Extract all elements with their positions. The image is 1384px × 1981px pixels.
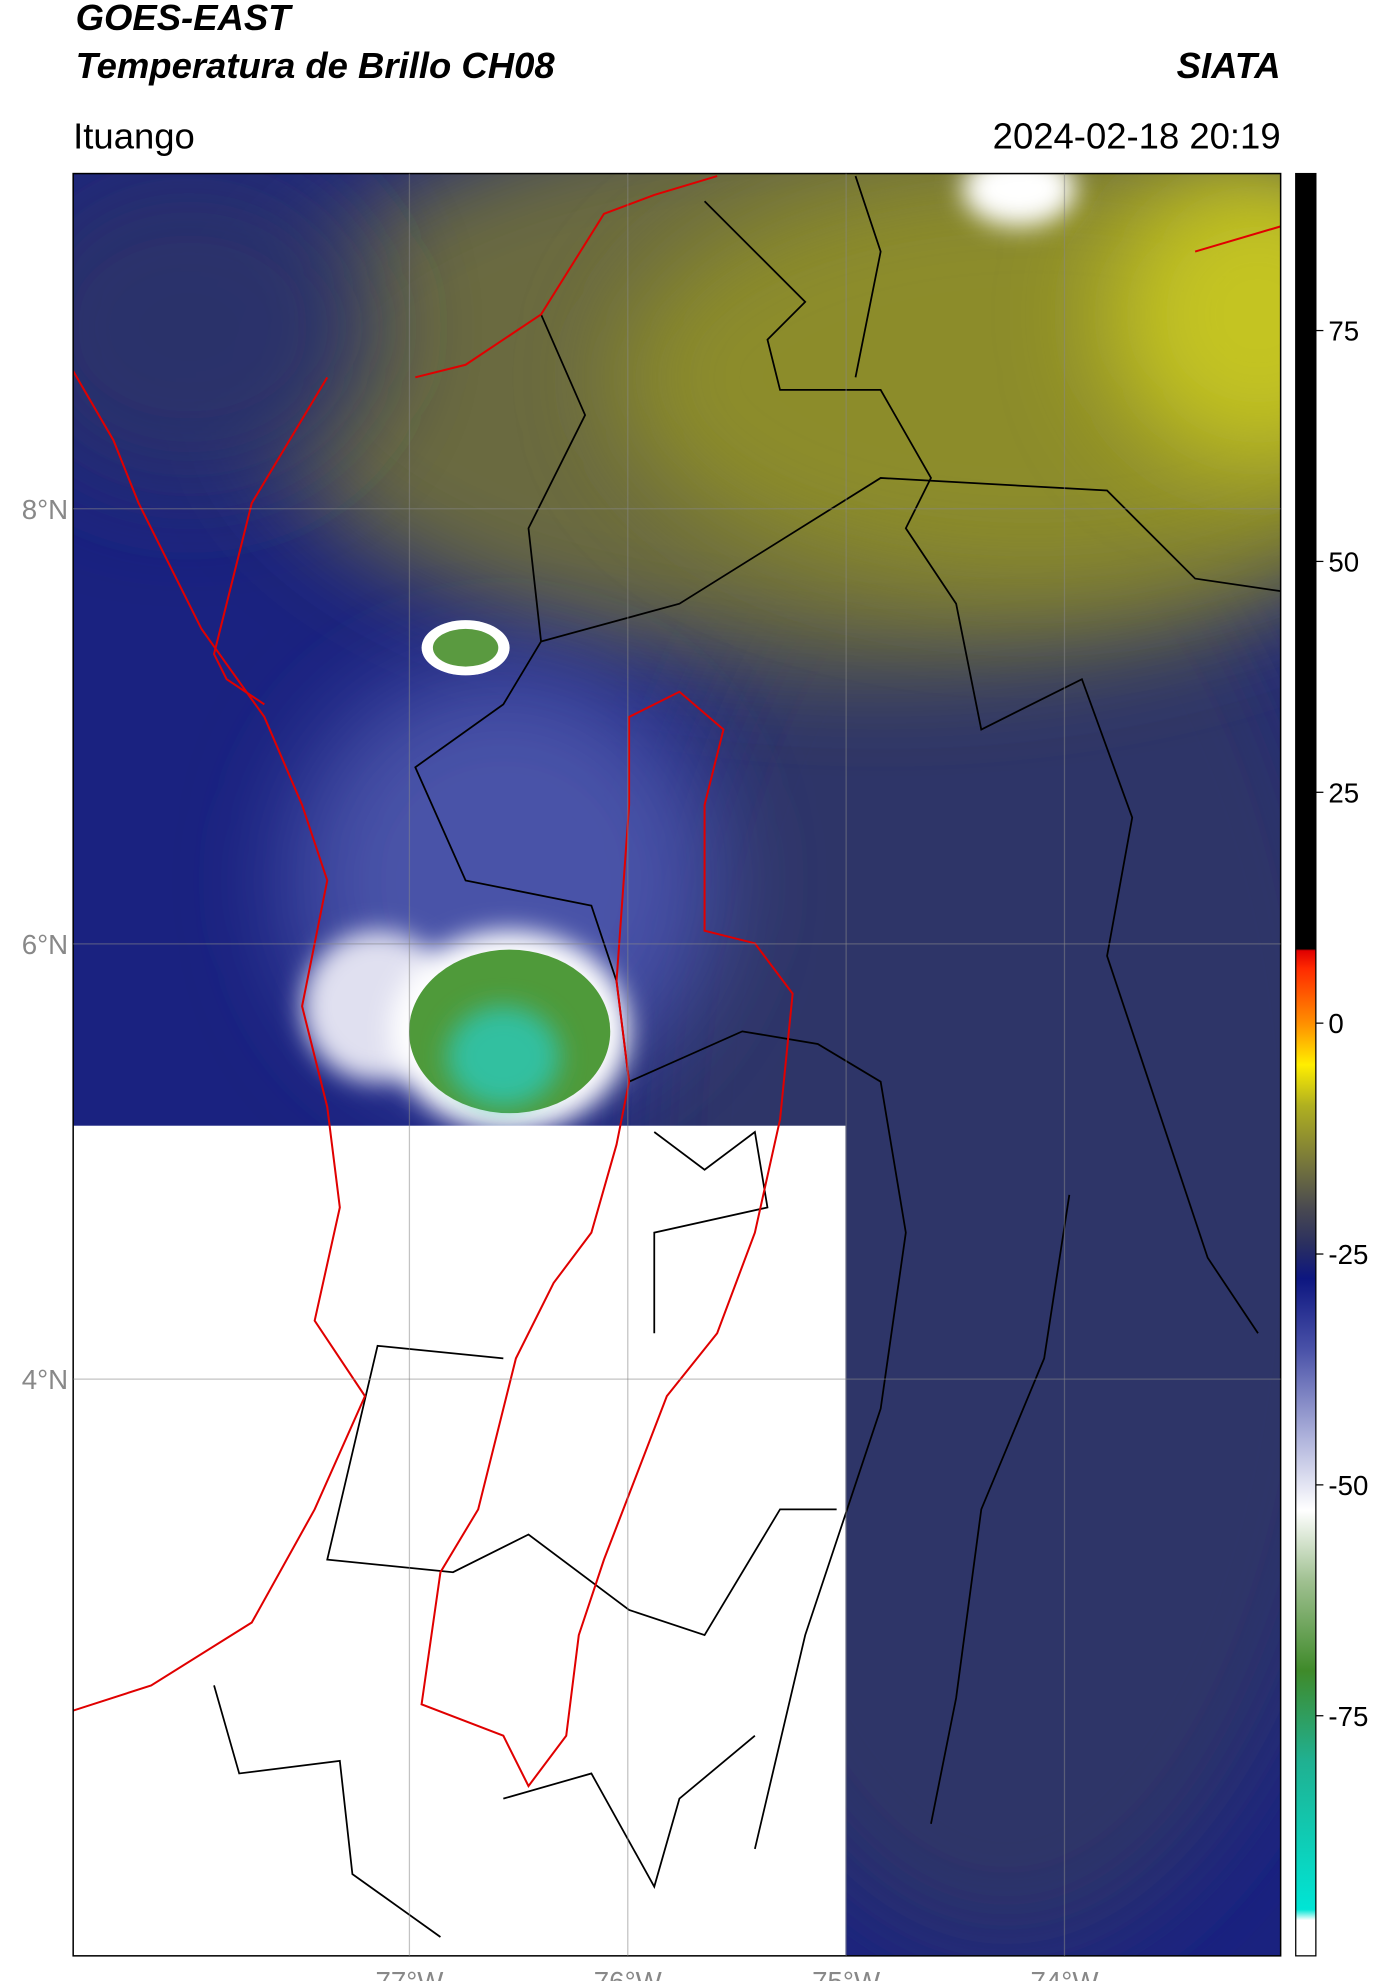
colorbar-tick-label: -50: [1328, 1470, 1368, 1501]
colorbar-tick-label: -25: [1328, 1239, 1368, 1270]
colorbar-tick-label: 50: [1328, 546, 1359, 577]
colorbar-tick-label: 0: [1328, 1008, 1343, 1039]
colorbar: [1295, 172, 1317, 1957]
lat-tick-label: 4°N: [22, 1364, 68, 1395]
subtitle: Temperatura de Brillo CH08: [76, 45, 556, 86]
satellite-image: [73, 173, 1281, 1956]
lon-tick-label: 76°W: [594, 1966, 663, 1981]
lat-tick-label: 6°N: [22, 929, 68, 960]
map-frame: [72, 172, 1282, 1957]
lon-tick-label: 74°W: [1031, 1966, 1100, 1981]
title: GOES-EAST: [76, 0, 294, 38]
colorbar-tick-label: 25: [1328, 777, 1359, 808]
colorbar-tick-label: -75: [1328, 1701, 1368, 1732]
source: SIATA: [1177, 45, 1281, 86]
lon-tick-label: 75°W: [812, 1966, 881, 1981]
location: Ituango: [73, 115, 195, 156]
lat-tick-label: 8°N: [22, 494, 68, 525]
lon-tick-label: 77°W: [375, 1966, 444, 1981]
colorbar-tick-label: 75: [1328, 316, 1359, 347]
datetime: 2024-02-18 20:19: [993, 115, 1281, 156]
